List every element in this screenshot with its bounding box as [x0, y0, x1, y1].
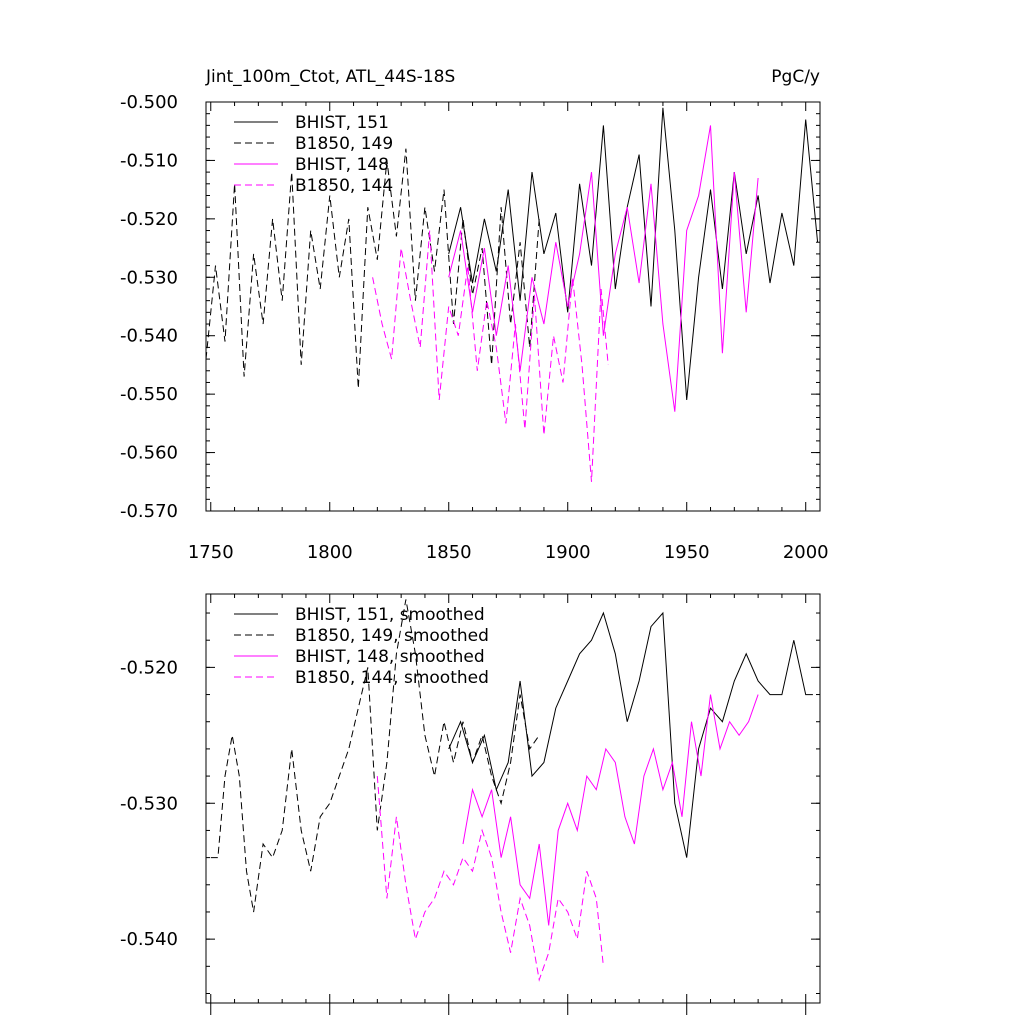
- legend-label: BHIST, 151: [295, 113, 389, 133]
- y-tick-label: -0.530: [120, 793, 178, 814]
- legend-label: B1850, 144: [295, 176, 393, 196]
- series-line: [376, 776, 604, 982]
- y-tick-label: -0.540: [120, 929, 178, 950]
- raw-panel: 1750 1800 1850 1900 1950 2000 -0.500 -0.510 -0.5…: [120, 92, 829, 563]
- y-tick-label: -0.510: [120, 150, 178, 171]
- y-tick-label: -0.560: [120, 443, 178, 464]
- x-tick-label: 2000: [783, 542, 829, 563]
- legend-label: BHIST, 151, smoothed: [295, 605, 485, 625]
- y-tick-label: -0.540: [120, 326, 178, 347]
- y-tick-label: -0.570: [120, 501, 178, 522]
- y-tick-label: -0.530: [120, 267, 178, 288]
- legend-label: B1850, 149: [295, 134, 393, 154]
- legend-label: BHIST, 148, smoothed: [295, 647, 485, 667]
- y-tick-label: -0.550: [120, 384, 178, 405]
- x-tick-label: 1950: [664, 542, 710, 563]
- chart-title: Jint_100m_Ctot, ATL_44S-18S: [205, 67, 455, 87]
- legend-label: B1850, 144, smoothed: [295, 668, 489, 688]
- x-tick-label: 1750: [188, 542, 234, 563]
- series-line: [448, 611, 813, 858]
- legend-label: B1850, 149, smoothed: [295, 626, 489, 646]
- y-tick-label: -0.520: [120, 209, 178, 230]
- series-line: [372, 230, 609, 482]
- legend-label: BHIST, 148: [295, 155, 389, 175]
- x-tick-label: 1900: [545, 542, 591, 563]
- plot-frame: [205, 593, 821, 1004]
- series-line: [448, 125, 759, 412]
- x-tick-label: 1850: [426, 542, 472, 563]
- x-tick-label: 1800: [307, 542, 353, 563]
- y-tick-label: -0.500: [120, 92, 178, 113]
- plot-frame: [205, 101, 821, 512]
- y-tick-label: -0.520: [120, 657, 178, 678]
- series-line: [210, 599, 540, 913]
- units-label: PgC/y: [771, 67, 820, 87]
- series-line: [462, 694, 759, 926]
- series-line: [448, 107, 819, 401]
